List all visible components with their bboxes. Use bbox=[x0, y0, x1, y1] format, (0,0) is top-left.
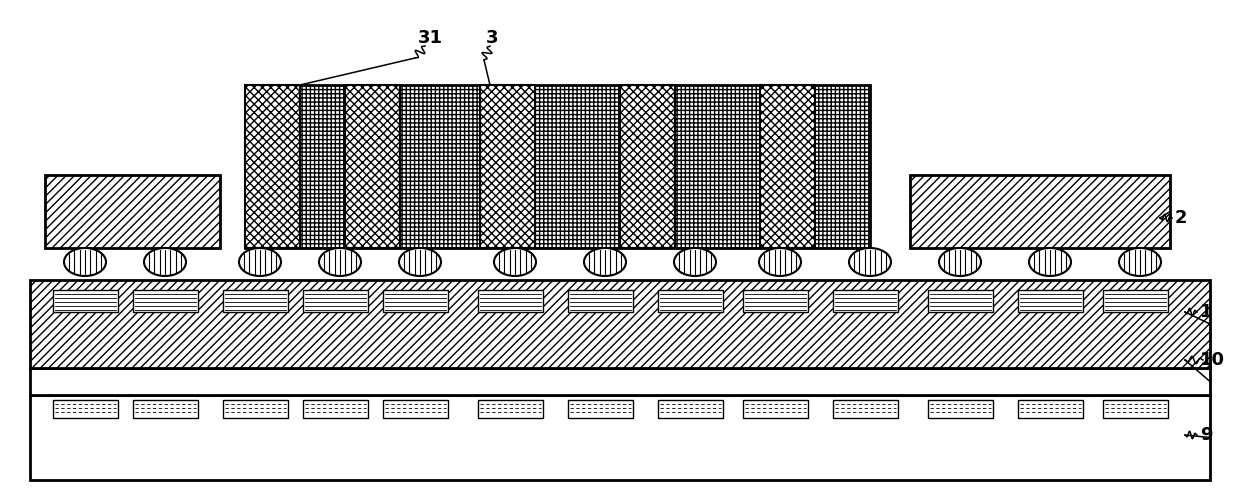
Bar bbox=[658, 290, 723, 312]
Bar bbox=[345, 85, 401, 248]
Text: 9: 9 bbox=[1200, 426, 1213, 444]
Bar bbox=[833, 290, 898, 312]
Bar bbox=[30, 280, 1210, 368]
Bar bbox=[53, 400, 118, 418]
Bar bbox=[568, 400, 632, 418]
Ellipse shape bbox=[584, 248, 626, 276]
Bar bbox=[53, 290, 118, 312]
Ellipse shape bbox=[939, 248, 981, 276]
Bar bbox=[223, 290, 288, 312]
Ellipse shape bbox=[759, 248, 801, 276]
Bar bbox=[223, 400, 288, 418]
Ellipse shape bbox=[319, 248, 361, 276]
Bar bbox=[658, 400, 723, 418]
Bar bbox=[1018, 290, 1083, 312]
Bar bbox=[477, 290, 543, 312]
Ellipse shape bbox=[1118, 248, 1161, 276]
Ellipse shape bbox=[1029, 248, 1071, 276]
Bar bbox=[246, 85, 870, 248]
Bar bbox=[383, 400, 448, 418]
Bar bbox=[928, 290, 993, 312]
Bar bbox=[1018, 400, 1083, 418]
Ellipse shape bbox=[675, 248, 715, 276]
Bar bbox=[1104, 290, 1168, 312]
Bar bbox=[568, 290, 632, 312]
Ellipse shape bbox=[144, 248, 186, 276]
Bar bbox=[1104, 400, 1168, 418]
Bar bbox=[303, 290, 368, 312]
Bar bbox=[30, 368, 1210, 395]
Bar bbox=[833, 400, 898, 418]
Bar bbox=[246, 85, 300, 248]
Bar bbox=[910, 175, 1171, 248]
Text: 10: 10 bbox=[1200, 351, 1225, 369]
Bar bbox=[928, 400, 993, 418]
Ellipse shape bbox=[399, 248, 441, 276]
Bar bbox=[383, 290, 448, 312]
Ellipse shape bbox=[239, 248, 281, 276]
Text: 1: 1 bbox=[1200, 303, 1213, 321]
Bar bbox=[303, 400, 368, 418]
Bar bbox=[30, 395, 1210, 480]
Bar bbox=[133, 400, 198, 418]
Text: 3: 3 bbox=[486, 29, 498, 47]
Ellipse shape bbox=[849, 248, 892, 276]
Text: 2: 2 bbox=[1176, 209, 1188, 227]
Bar bbox=[45, 175, 219, 248]
Bar bbox=[743, 290, 808, 312]
Bar bbox=[743, 400, 808, 418]
Ellipse shape bbox=[64, 248, 105, 276]
Bar bbox=[477, 400, 543, 418]
Bar bbox=[760, 85, 815, 248]
Bar bbox=[620, 85, 675, 248]
Text: 31: 31 bbox=[418, 29, 443, 47]
Bar bbox=[133, 290, 198, 312]
Ellipse shape bbox=[494, 248, 536, 276]
Bar bbox=[480, 85, 534, 248]
